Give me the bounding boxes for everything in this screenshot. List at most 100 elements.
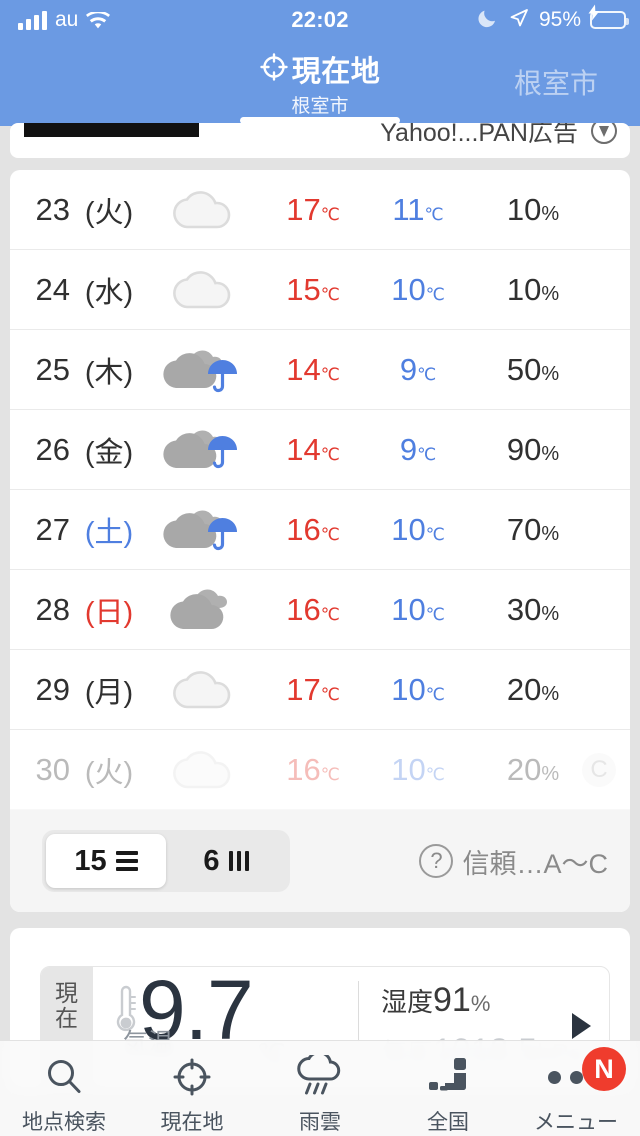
humidity-label: 湿度 bbox=[381, 987, 434, 1017]
forecast-weekday: (木) bbox=[84, 356, 134, 389]
tab-rain-cloud[interactable]: 雨雲 bbox=[256, 1055, 384, 1136]
app-header: 現在地 根室市 根室市 bbox=[0, 40, 640, 126]
forecast-weekday: (火) bbox=[84, 756, 134, 789]
divider bbox=[358, 981, 359, 1071]
forecast-card: 23 (火) 17℃ 11℃ 10% 24 (水) 15℃ 10℃ 10% 25… bbox=[10, 170, 630, 912]
rain-cloud-icon bbox=[296, 1055, 344, 1099]
tab-label: 全国 bbox=[427, 1111, 469, 1134]
table-row[interactable]: 23 (火) 17℃ 11℃ 10% bbox=[10, 170, 630, 250]
current-temperature-value: 9.7 bbox=[139, 966, 254, 1057]
cloud-light-icon bbox=[148, 743, 258, 797]
forecast-weekday: (金) bbox=[84, 436, 134, 469]
table-row[interactable]: 30 (火) 16℃ 10℃ 20% C bbox=[10, 730, 630, 810]
forecast-range-toggle[interactable]: 15 6 bbox=[42, 830, 290, 892]
notification-badge: N bbox=[582, 1047, 626, 1091]
forecast-high: 17℃ bbox=[286, 191, 340, 227]
reliability-note-label: 信頼…A〜C bbox=[462, 848, 608, 879]
crosshair-location-icon bbox=[171, 1055, 213, 1099]
forecast-weekday: (水) bbox=[84, 276, 134, 309]
moon-icon bbox=[477, 7, 499, 34]
ad-info-icon[interactable] bbox=[588, 123, 620, 147]
forecast-high: 16℃ bbox=[286, 751, 340, 787]
forecast-footer: 15 6 ? 信頼…A〜C bbox=[10, 810, 630, 912]
column-bars-icon bbox=[228, 851, 249, 871]
tab-current-location-nav[interactable]: 現在地 bbox=[128, 1055, 256, 1136]
tab-label: 雨雲 bbox=[299, 1111, 341, 1134]
forecast-weekday: (月) bbox=[84, 676, 134, 709]
status-bar-left: au bbox=[0, 8, 111, 31]
forecast-pop: 90% bbox=[506, 431, 560, 467]
battery-percent-label: 95% bbox=[538, 8, 581, 31]
forecast-day: 24 bbox=[35, 271, 70, 307]
signal-bars-icon bbox=[18, 10, 47, 30]
status-badge: C bbox=[582, 752, 616, 787]
current-location-title-row: 現在地 bbox=[260, 48, 381, 90]
tab-label: 地点検索 bbox=[22, 1111, 106, 1134]
bottom-tab-bar: 地点検索 現在地 雨雲 全国 メニュー N bbox=[0, 1040, 640, 1136]
forecast-pop: 10% bbox=[506, 271, 560, 307]
forecast-high: 16℃ bbox=[286, 511, 340, 547]
arrow-right-icon[interactable] bbox=[572, 1013, 591, 1039]
ad-image bbox=[24, 123, 199, 137]
forecast-weekday: (土) bbox=[84, 516, 134, 549]
table-row[interactable]: 25 (木) 14℃ 9℃ 50% bbox=[10, 330, 630, 410]
forecast-low: 11℃ bbox=[392, 191, 444, 227]
current-location-sublabel: 根室市 bbox=[291, 96, 349, 117]
table-row[interactable]: 24 (水) 15℃ 10℃ 10% bbox=[10, 250, 630, 330]
cloud-light-icon bbox=[148, 263, 258, 317]
cloud-solid-icon bbox=[148, 583, 258, 637]
forecast-weekday: (日) bbox=[84, 596, 134, 629]
table-row[interactable]: 26 (金) 14℃ 9℃ 90% bbox=[10, 410, 630, 490]
forecast-day: 29 bbox=[35, 671, 70, 707]
battery-charging-icon bbox=[588, 4, 629, 29]
forecast-low: 10℃ bbox=[391, 511, 445, 547]
forecast-low: 9℃ bbox=[399, 351, 437, 387]
table-row[interactable]: 27 (土) 16℃ 10℃ 70% bbox=[10, 490, 630, 570]
tab-current-location[interactable]: 現在地 根室市 bbox=[0, 48, 640, 124]
forecast-low: 10℃ bbox=[391, 751, 445, 787]
tab-active-indicator bbox=[240, 117, 400, 124]
humidity-row: 湿度91% bbox=[381, 981, 609, 1020]
forecast-high: 17℃ bbox=[286, 671, 340, 707]
forecast-pop: 20% bbox=[506, 751, 560, 787]
ad-banner[interactable]: Yahoo!...PAN広告 bbox=[10, 123, 630, 158]
status-bar-clock: 22:02 bbox=[291, 7, 349, 32]
table-row[interactable]: 28 (日) 16℃ 10℃ 30% bbox=[10, 570, 630, 650]
question-mark-icon[interactable]: ? bbox=[419, 844, 454, 878]
carrier-label: au bbox=[55, 8, 79, 31]
current-location-label: 現在地 bbox=[291, 56, 381, 88]
humidity-unit: % bbox=[470, 991, 491, 1016]
forecast-high: 14℃ bbox=[286, 351, 340, 387]
range-15-days-button[interactable]: 15 bbox=[46, 834, 166, 888]
cloud-light-icon bbox=[148, 183, 258, 237]
cloud-umbrella-icon bbox=[148, 342, 258, 398]
forecast-low: 10℃ bbox=[391, 591, 445, 627]
search-icon bbox=[43, 1055, 85, 1099]
cloud-umbrella-icon bbox=[148, 422, 258, 478]
tab-location-search[interactable]: 地点検索 bbox=[0, 1055, 128, 1136]
forecast-day: 28 bbox=[35, 591, 70, 627]
forecast-day: 23 bbox=[35, 191, 70, 227]
wifi-icon bbox=[86, 10, 111, 30]
forecast-pop: 30% bbox=[506, 591, 560, 627]
crosshair-location-icon bbox=[260, 52, 288, 86]
cloud-umbrella-icon bbox=[148, 502, 258, 558]
tab-label: メニュー bbox=[534, 1111, 618, 1134]
tab-nemuro-city[interactable]: 根室市 bbox=[513, 68, 598, 99]
reliability-note[interactable]: ? 信頼…A〜C bbox=[419, 842, 608, 881]
cloud-light-icon bbox=[148, 663, 258, 717]
range-6-days-button[interactable]: 6 bbox=[166, 834, 286, 888]
tab-menu[interactable]: メニュー N bbox=[512, 1047, 640, 1136]
forecast-pop: 50% bbox=[506, 351, 560, 387]
status-bar: au 22:02 95% bbox=[0, 0, 640, 40]
list-lines-icon bbox=[115, 851, 138, 871]
range-15-label: 15 bbox=[74, 844, 107, 877]
humidity-value: 91 bbox=[433, 981, 471, 1019]
forecast-high: 14℃ bbox=[286, 431, 340, 467]
forecast-high: 16℃ bbox=[286, 591, 340, 627]
table-row[interactable]: 29 (月) 17℃ 10℃ 20% bbox=[10, 650, 630, 730]
forecast-pop: 70% bbox=[506, 511, 560, 547]
tab-nationwide[interactable]: 全国 bbox=[384, 1055, 512, 1136]
forecast-low: 9℃ bbox=[399, 431, 437, 467]
ad-label: Yahoo!...PAN広告 bbox=[380, 123, 578, 147]
